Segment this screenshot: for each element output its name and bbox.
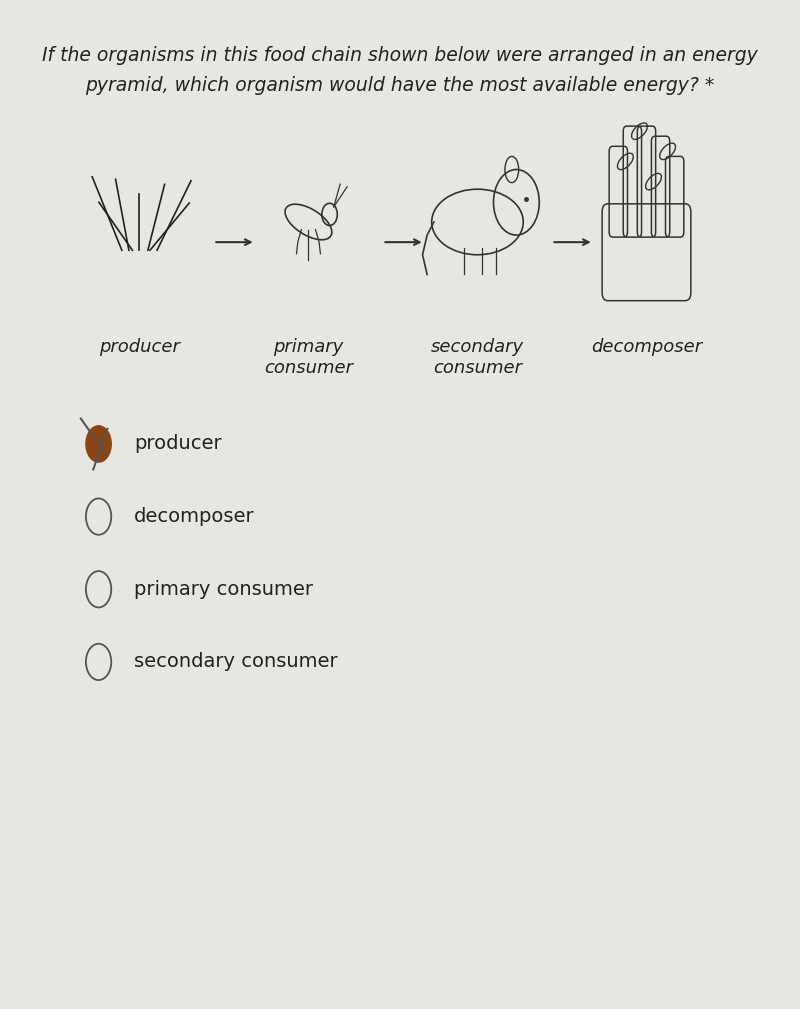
Text: secondary consumer: secondary consumer <box>134 653 338 671</box>
Text: pyramid, which organism would have the most available energy? *: pyramid, which organism would have the m… <box>86 77 714 95</box>
Text: decomposer: decomposer <box>591 338 702 356</box>
Text: producer: producer <box>99 338 180 356</box>
Circle shape <box>86 426 111 462</box>
Text: secondary
consumer: secondary consumer <box>431 338 524 376</box>
Text: decomposer: decomposer <box>134 508 254 526</box>
Text: primary
consumer: primary consumer <box>264 338 353 376</box>
Text: If the organisms in this food chain shown below were arranged in an energy: If the organisms in this food chain show… <box>42 46 758 65</box>
Text: primary consumer: primary consumer <box>134 580 313 598</box>
Text: producer: producer <box>134 435 222 453</box>
